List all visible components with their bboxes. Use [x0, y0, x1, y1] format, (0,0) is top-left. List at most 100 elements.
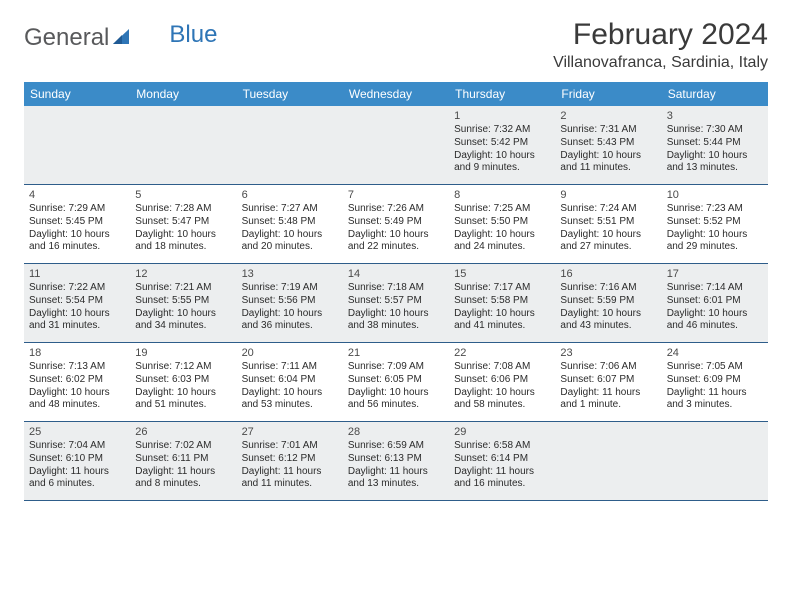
calendar-day: 3Sunrise: 7:30 AMSunset: 5:44 PMDaylight… [662, 106, 768, 184]
day-number: 14 [348, 267, 444, 281]
daylight-text: Daylight: 11 hours and 16 minutes. [454, 466, 550, 492]
sunset-text: Sunset: 5:48 PM [242, 216, 338, 229]
day-header-thu: Thursday [449, 82, 555, 106]
day-number: 13 [242, 267, 338, 281]
sunrise-text: Sunrise: 6:59 AM [348, 440, 444, 453]
calendar-day: 24Sunrise: 7:05 AMSunset: 6:09 PMDayligh… [662, 343, 768, 421]
sunrise-text: Sunrise: 7:06 AM [560, 361, 656, 374]
calendar-day: 11Sunrise: 7:22 AMSunset: 5:54 PMDayligh… [24, 264, 130, 342]
sunrise-text: Sunrise: 7:27 AM [242, 203, 338, 216]
location-subtitle: Villanovafranca, Sardinia, Italy [553, 54, 768, 72]
daylight-text: Daylight: 11 hours and 11 minutes. [242, 466, 338, 492]
daylight-text: Daylight: 10 hours and 41 minutes. [454, 308, 550, 334]
sunrise-text: Sunrise: 7:11 AM [242, 361, 338, 374]
sunrise-text: Sunrise: 6:58 AM [454, 440, 550, 453]
calendar-day: 15Sunrise: 7:17 AMSunset: 5:58 PMDayligh… [449, 264, 555, 342]
day-number: 18 [29, 346, 125, 360]
calendar-day: 22Sunrise: 7:08 AMSunset: 6:06 PMDayligh… [449, 343, 555, 421]
daylight-text: Daylight: 10 hours and 24 minutes. [454, 229, 550, 255]
daylight-text: Daylight: 10 hours and 18 minutes. [135, 229, 231, 255]
sunset-text: Sunset: 5:51 PM [560, 216, 656, 229]
calendar-week: 11Sunrise: 7:22 AMSunset: 5:54 PMDayligh… [24, 264, 768, 343]
day-number: 21 [348, 346, 444, 360]
day-number: 28 [348, 425, 444, 439]
sunrise-text: Sunrise: 7:09 AM [348, 361, 444, 374]
logo-text-a: General [24, 24, 109, 52]
calendar-day: 26Sunrise: 7:02 AMSunset: 6:11 PMDayligh… [130, 422, 236, 500]
day-number: 6 [242, 188, 338, 202]
day-number: 10 [667, 188, 763, 202]
sunrise-text: Sunrise: 7:12 AM [135, 361, 231, 374]
sunrise-text: Sunrise: 7:14 AM [667, 282, 763, 295]
calendar-day [343, 106, 449, 184]
daylight-text: Daylight: 10 hours and 48 minutes. [29, 387, 125, 413]
daylight-text: Daylight: 10 hours and 36 minutes. [242, 308, 338, 334]
day-header-sun: Sunday [24, 82, 130, 106]
sunrise-text: Sunrise: 7:32 AM [454, 124, 550, 137]
calendar-page: General Blue February 2024 Villanovafran… [0, 0, 792, 501]
daylight-text: Daylight: 10 hours and 51 minutes. [135, 387, 231, 413]
daylight-text: Daylight: 10 hours and 31 minutes. [29, 308, 125, 334]
sunrise-text: Sunrise: 7:05 AM [667, 361, 763, 374]
calendar-day: 16Sunrise: 7:16 AMSunset: 5:59 PMDayligh… [555, 264, 661, 342]
title-block: February 2024 Villanovafranca, Sardinia,… [553, 18, 768, 72]
day-number: 25 [29, 425, 125, 439]
day-header-fri: Friday [555, 82, 661, 106]
day-number: 17 [667, 267, 763, 281]
day-number: 7 [348, 188, 444, 202]
sunset-text: Sunset: 5:58 PM [454, 295, 550, 308]
calendar-day: 4Sunrise: 7:29 AMSunset: 5:45 PMDaylight… [24, 185, 130, 263]
calendar-day: 19Sunrise: 7:12 AMSunset: 6:03 PMDayligh… [130, 343, 236, 421]
sunrise-text: Sunrise: 7:28 AM [135, 203, 231, 216]
sunset-text: Sunset: 5:50 PM [454, 216, 550, 229]
calendar-day: 7Sunrise: 7:26 AMSunset: 5:49 PMDaylight… [343, 185, 449, 263]
sunset-text: Sunset: 5:47 PM [135, 216, 231, 229]
calendar-day: 12Sunrise: 7:21 AMSunset: 5:55 PMDayligh… [130, 264, 236, 342]
sunset-text: Sunset: 6:01 PM [667, 295, 763, 308]
calendar-day: 10Sunrise: 7:23 AMSunset: 5:52 PMDayligh… [662, 185, 768, 263]
sunrise-text: Sunrise: 7:01 AM [242, 440, 338, 453]
calendar-week: 18Sunrise: 7:13 AMSunset: 6:02 PMDayligh… [24, 343, 768, 422]
sunrise-text: Sunrise: 7:18 AM [348, 282, 444, 295]
day-number: 20 [242, 346, 338, 360]
day-header-wed: Wednesday [343, 82, 449, 106]
daylight-text: Daylight: 10 hours and 58 minutes. [454, 387, 550, 413]
daylight-text: Daylight: 10 hours and 46 minutes. [667, 308, 763, 334]
calendar-week: 1Sunrise: 7:32 AMSunset: 5:42 PMDaylight… [24, 106, 768, 185]
calendar-day [555, 422, 661, 500]
day-number: 5 [135, 188, 231, 202]
calendar-day: 20Sunrise: 7:11 AMSunset: 6:04 PMDayligh… [237, 343, 343, 421]
sunrise-text: Sunrise: 7:13 AM [29, 361, 125, 374]
daylight-text: Daylight: 11 hours and 3 minutes. [667, 387, 763, 413]
calendar-day: 29Sunrise: 6:58 AMSunset: 6:14 PMDayligh… [449, 422, 555, 500]
logo-sail-icon [113, 24, 133, 52]
daylight-text: Daylight: 10 hours and 43 minutes. [560, 308, 656, 334]
calendar-day: 25Sunrise: 7:04 AMSunset: 6:10 PMDayligh… [24, 422, 130, 500]
daylight-text: Daylight: 10 hours and 34 minutes. [135, 308, 231, 334]
daylight-text: Daylight: 10 hours and 20 minutes. [242, 229, 338, 255]
calendar-day [130, 106, 236, 184]
sunrise-text: Sunrise: 7:16 AM [560, 282, 656, 295]
calendar-day: 14Sunrise: 7:18 AMSunset: 5:57 PMDayligh… [343, 264, 449, 342]
daylight-text: Daylight: 10 hours and 38 minutes. [348, 308, 444, 334]
daylight-text: Daylight: 10 hours and 56 minutes. [348, 387, 444, 413]
sunrise-text: Sunrise: 7:26 AM [348, 203, 444, 216]
sunset-text: Sunset: 5:55 PM [135, 295, 231, 308]
day-number: 22 [454, 346, 550, 360]
day-number: 12 [135, 267, 231, 281]
sunrise-text: Sunrise: 7:02 AM [135, 440, 231, 453]
calendar-day [237, 106, 343, 184]
daylight-text: Daylight: 10 hours and 11 minutes. [560, 150, 656, 176]
sunset-text: Sunset: 6:11 PM [135, 453, 231, 466]
daylight-text: Daylight: 11 hours and 1 minute. [560, 387, 656, 413]
calendar-day: 8Sunrise: 7:25 AMSunset: 5:50 PMDaylight… [449, 185, 555, 263]
sunrise-text: Sunrise: 7:31 AM [560, 124, 656, 137]
daylight-text: Daylight: 10 hours and 9 minutes. [454, 150, 550, 176]
day-number: 16 [560, 267, 656, 281]
day-number: 15 [454, 267, 550, 281]
daylight-text: Daylight: 10 hours and 16 minutes. [29, 229, 125, 255]
calendar-day: 6Sunrise: 7:27 AMSunset: 5:48 PMDaylight… [237, 185, 343, 263]
sunset-text: Sunset: 5:56 PM [242, 295, 338, 308]
sunrise-text: Sunrise: 7:24 AM [560, 203, 656, 216]
calendar-day: 2Sunrise: 7:31 AMSunset: 5:43 PMDaylight… [555, 106, 661, 184]
